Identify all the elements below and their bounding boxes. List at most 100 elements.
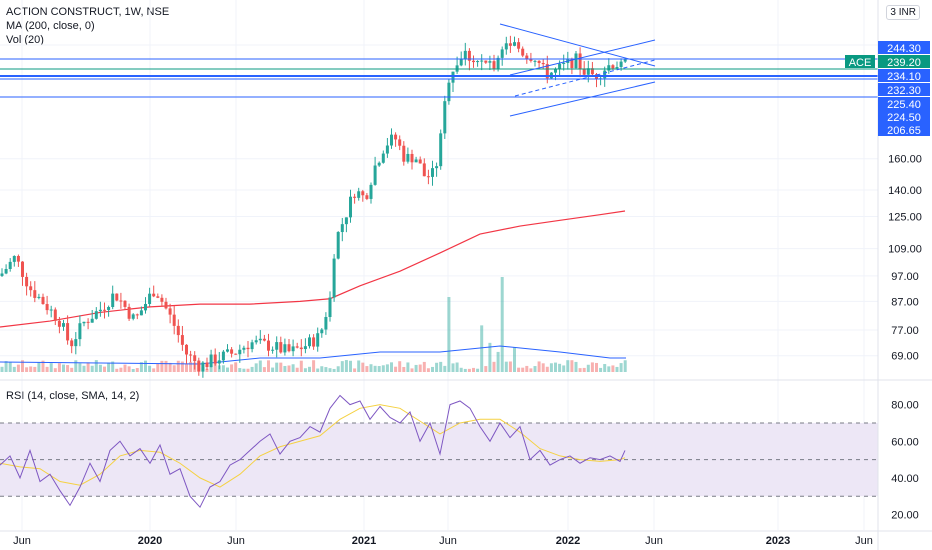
candle-body — [152, 293, 156, 297]
volume-bar — [312, 360, 316, 372]
volume-bar — [119, 367, 123, 372]
candle-body — [201, 362, 205, 372]
volume-bar — [279, 362, 283, 372]
candle-body — [98, 309, 102, 312]
candle-body — [308, 337, 311, 347]
candle-body — [16, 255, 20, 262]
level-label: 232.30 — [887, 85, 921, 97]
volume-bar — [131, 368, 135, 372]
candle-body — [344, 217, 348, 225]
candle-body — [299, 347, 303, 350]
candle-body — [21, 261, 24, 277]
ma-layer — [0, 210, 626, 328]
volume-bar — [361, 362, 365, 372]
x-tick-label: 2023 — [766, 535, 790, 547]
volume-bar — [103, 366, 106, 372]
rsi-tick-label: 20.00 — [891, 510, 919, 522]
volume-bar — [435, 362, 439, 372]
currency-badge[interactable]: 3 INR — [886, 5, 920, 20]
volume-bar — [164, 360, 168, 372]
candle-body — [230, 349, 234, 354]
candle-body — [271, 349, 275, 351]
volume-bar — [94, 360, 98, 372]
volume-bar — [570, 360, 574, 372]
rsi-tick-label: 40.00 — [891, 473, 919, 485]
volume-bar — [82, 365, 86, 372]
candle-body — [49, 309, 53, 311]
volume-bar — [607, 366, 611, 372]
volume-bar — [582, 367, 586, 372]
volume-bar — [549, 363, 553, 372]
candle-body — [94, 311, 98, 319]
volume-bar — [74, 360, 78, 372]
volume-bar — [226, 367, 229, 372]
volume-bar — [541, 363, 545, 372]
volume-bar — [488, 342, 492, 372]
candle-body — [410, 153, 414, 163]
candle-body — [385, 145, 389, 154]
candle-body — [25, 276, 29, 287]
volume-bar — [357, 360, 361, 372]
currency-label: INR — [898, 7, 916, 18]
volume-bar — [271, 367, 275, 372]
x-tick-label: 2020 — [138, 535, 162, 547]
candle-body — [467, 50, 471, 61]
volume-bar — [4, 361, 8, 372]
volume-bar — [513, 347, 516, 372]
candle-body — [443, 101, 447, 134]
volume-bar — [242, 368, 246, 372]
candle-body — [447, 82, 451, 102]
volume-bar — [377, 366, 381, 372]
volume-bar — [431, 366, 434, 372]
trend-line — [514, 59, 656, 97]
candles-layer — [0, 35, 627, 378]
candle-body — [439, 133, 443, 167]
candle-body — [107, 307, 111, 310]
candle-body — [66, 323, 70, 341]
candle-body — [398, 139, 402, 146]
volume-bar — [615, 366, 619, 372]
x-tick-label: Jun — [439, 535, 457, 547]
candle-body — [144, 303, 147, 311]
volume-bar — [160, 360, 164, 372]
volume-bar — [500, 277, 504, 372]
candle-body — [402, 145, 406, 162]
volume-ma-line — [0, 345, 626, 365]
candle-body — [41, 296, 45, 305]
candle-body — [238, 349, 242, 355]
candle-body — [131, 314, 135, 319]
volume-bar — [525, 365, 529, 372]
volume-bar — [70, 367, 74, 372]
volume-bar — [205, 368, 209, 372]
candle-body — [8, 261, 12, 269]
candle-body — [127, 306, 131, 319]
level-label-bg — [878, 69, 930, 82]
volume-bar — [340, 361, 344, 372]
volume-bar — [476, 368, 480, 372]
volume-bar — [517, 367, 521, 372]
volume-bar — [480, 325, 484, 372]
candle-body — [176, 325, 180, 336]
level-label-bg — [878, 123, 930, 136]
candle-body — [45, 304, 49, 311]
candle-body — [267, 340, 270, 351]
volume-bar — [443, 365, 447, 372]
candle-body — [336, 232, 340, 259]
candle-body — [615, 66, 619, 69]
volume-bar — [25, 367, 29, 372]
candle-body — [488, 61, 492, 63]
candle-body — [590, 68, 594, 75]
volume-bar — [12, 366, 16, 372]
candle-body — [119, 300, 123, 302]
y-tick-label: 87.00 — [891, 296, 919, 308]
volume-bar — [344, 360, 348, 372]
y-tick-label: 140.00 — [888, 185, 922, 197]
volume-bar — [45, 366, 49, 372]
volume-bar — [287, 365, 291, 372]
volume-bar — [185, 364, 188, 372]
volume-bar — [135, 368, 139, 372]
volume-bar — [521, 367, 525, 372]
drawing-layer — [0, 23, 878, 117]
candle-body — [82, 321, 86, 324]
